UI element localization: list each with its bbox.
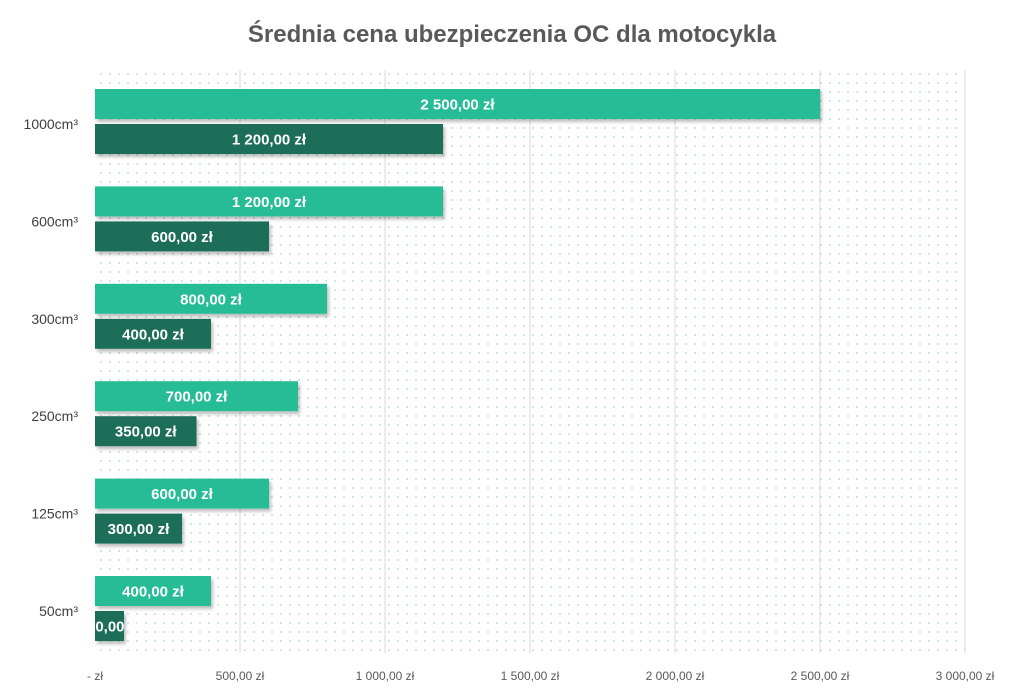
bar-series-2-1 bbox=[95, 221, 269, 252]
data-label: 600,00 zł bbox=[151, 486, 214, 503]
bar-series-1-2 bbox=[95, 283, 327, 314]
x-tick-label: 1 500,00 zł bbox=[501, 669, 560, 683]
data-label: 700,00 zł bbox=[166, 389, 229, 406]
data-label: 400,00 zł bbox=[122, 326, 185, 343]
bar-series-2-5 bbox=[95, 611, 124, 641]
value-axis: - zł 500,00 zł 1 000,00 zł 1 500,00 zł 2 000… bbox=[87, 669, 995, 683]
bar-series-1-4 bbox=[95, 478, 269, 509]
gridlines bbox=[239, 70, 966, 653]
x-tick-label: 3 000,00 zł bbox=[936, 669, 995, 683]
bar-series-2-4 bbox=[95, 513, 182, 544]
category-label: 600cm³ bbox=[31, 213, 78, 229]
data-labels: 2 500,00 zł 1 200,00 zł 1 200,00 zł 600,00 … bbox=[79, 97, 496, 636]
x-tick-label: 2 000,00 zł bbox=[646, 669, 705, 683]
x-tick-label: - zł bbox=[87, 669, 103, 683]
x-tick-label: 2 500,00 zł bbox=[791, 669, 850, 683]
bar-series-1-3 bbox=[95, 381, 298, 412]
bar-series-1-0 bbox=[95, 89, 820, 119]
x-tick-label: 500,00 zł bbox=[216, 669, 265, 683]
data-label: 1 200,00 zł bbox=[232, 132, 307, 149]
category-axis: 1000cm³ 600cm³ 300cm³ 250cm³ 125cm³ 50cm³ bbox=[24, 116, 79, 619]
category-label: 125cm³ bbox=[31, 506, 78, 522]
category-label: 250cm³ bbox=[31, 408, 78, 424]
category-label: 50cm³ bbox=[39, 603, 78, 619]
bar-series-2-0 bbox=[95, 124, 443, 154]
data-label: 100,00 zł bbox=[79, 619, 142, 636]
data-label: 300,00 zł bbox=[108, 521, 171, 538]
data-label: 1 200,00 zł bbox=[232, 194, 307, 211]
x-tick-label: 1 000,00 zł bbox=[356, 669, 415, 683]
category-label: 1000cm³ bbox=[24, 116, 79, 132]
bar-series-2-2 bbox=[95, 318, 211, 349]
data-label: 2 500,00 zł bbox=[420, 97, 495, 114]
bar-series-2-3 bbox=[95, 416, 197, 447]
data-label: 800,00 zł bbox=[180, 291, 243, 308]
data-label: 350,00 zł bbox=[115, 424, 178, 441]
chart-title: Średnia cena ubezpieczenia OC dla motocy… bbox=[248, 20, 777, 48]
bar-series-1-1 bbox=[95, 186, 443, 217]
data-label: 600,00 zł bbox=[151, 229, 214, 246]
category-label: 300cm³ bbox=[31, 311, 78, 327]
data-label: 400,00 zł bbox=[122, 584, 185, 601]
bar-series-1-5 bbox=[95, 576, 211, 606]
bars bbox=[95, 89, 820, 641]
